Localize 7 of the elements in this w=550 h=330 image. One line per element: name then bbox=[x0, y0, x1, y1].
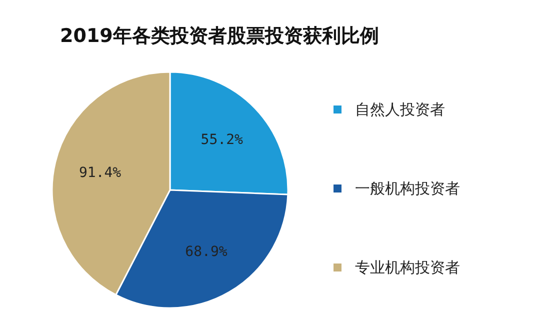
data-label: 68.9% bbox=[185, 244, 228, 260]
chart-title: 2019年各类投资者股票投资获利比例 bbox=[60, 25, 379, 47]
legend-label: 自然人投资者 bbox=[355, 100, 445, 118]
data-label: 55.2% bbox=[200, 132, 244, 148]
legend-label: 一般机构投资者 bbox=[355, 180, 460, 198]
legend-label: 专业机构投资者 bbox=[355, 258, 460, 276]
data-label: 91.4% bbox=[78, 165, 122, 181]
